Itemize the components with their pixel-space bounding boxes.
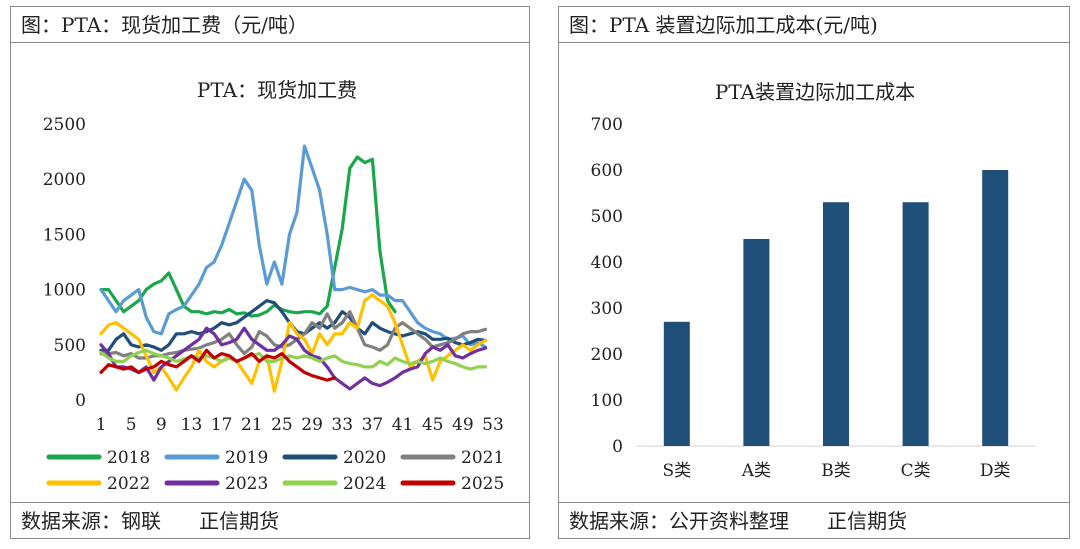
y-tick-label: 500: [591, 207, 623, 227]
right-panel-footer: 数据来源：公开资料整理 正信期货: [559, 502, 1069, 538]
legend-label: 2019: [225, 448, 268, 468]
legend-label: 2020: [343, 448, 386, 468]
line-chart: PTA：现货加工费 0 500 1000 1500 2000 2500 1 5 9 13 17 21 25…: [43, 78, 505, 494]
series-line-2018: [99, 155, 397, 318]
y-tick-label: 100: [591, 391, 623, 411]
bar-C类: [902, 202, 929, 446]
y-tick-label: 1000: [43, 281, 86, 301]
x-tick-label: 13: [181, 415, 203, 435]
x-tick-label: 25: [271, 415, 293, 435]
series-line-2021: [99, 310, 488, 360]
series-line-2025: [99, 348, 337, 382]
x-tick-label: 37: [362, 415, 384, 435]
left-panel-header: 图：PTA：现货加工费（元/吨）: [11, 7, 529, 43]
x-tick-label: 49: [452, 415, 474, 435]
x-tick-label: B类: [821, 461, 851, 481]
x-tick-label: 21: [241, 415, 263, 435]
y-tick-label: 700: [591, 115, 623, 135]
x-tick-label: 29: [301, 415, 323, 435]
x-tick-label: 41: [392, 415, 414, 435]
bar-B类: [823, 202, 849, 446]
right-panel-header: 图：PTA 装置边际加工成本(元/吨): [559, 7, 1069, 43]
y-tick-label: 200: [591, 345, 623, 365]
y-tick-label: 1500: [43, 225, 86, 245]
legend-label: 2024: [343, 474, 386, 494]
x-tick-label: 5: [126, 415, 137, 435]
bar-A类: [743, 239, 770, 446]
legend-label: 2021: [461, 448, 504, 468]
x-tick-label: 33: [331, 415, 353, 435]
bar-chart: PTA装置边际加工成本 0 100 200 300 400 500 600 700 S类 A类 B类 C…: [591, 80, 1035, 481]
left-panel: 图：PTA：现货加工费（元/吨） PTA：现货加工费 0 500 1000 1500 20…: [10, 6, 530, 539]
y-tick-label: 0: [75, 391, 86, 411]
x-tick-label: 17: [211, 415, 233, 435]
x-tick-label: 9: [156, 415, 167, 435]
y-tick-label: 500: [54, 336, 86, 356]
x-tick-label: 45: [422, 415, 444, 435]
y-tick-label: 2000: [43, 170, 86, 190]
y-tick-label: 600: [591, 161, 623, 181]
right-panel: 图：PTA 装置边际加工成本(元/吨) PTA装置边际加工成本 0 100 200 30…: [558, 6, 1070, 539]
series-line-2019: [99, 144, 488, 349]
y-tick-label: 0: [612, 437, 623, 457]
legend-label: 2025: [461, 474, 504, 494]
chart-title: PTA：现货加工费: [197, 78, 357, 102]
x-tick-label: C类: [901, 461, 931, 481]
legend-label: 2022: [107, 474, 150, 494]
chart-title: PTA装置边际加工成本: [715, 80, 915, 104]
x-tick-label: A类: [741, 461, 771, 481]
y-tick-label: 2500: [43, 115, 86, 135]
legend-label: 2023: [225, 474, 268, 494]
series-line-2024: [99, 348, 488, 371]
x-tick-label: 53: [482, 415, 504, 435]
left-panel-footer: 数据来源：钢联 正信期货: [11, 502, 529, 538]
bar-S类: [663, 321, 690, 446]
y-tick-label: 300: [591, 299, 623, 319]
bar-D类: [982, 170, 1009, 446]
x-tick-label: 1: [96, 415, 107, 435]
x-tick-label: D类: [980, 461, 1011, 481]
legend-label: 2018: [107, 448, 150, 468]
x-tick-label: S类: [662, 461, 691, 481]
y-tick-label: 400: [591, 253, 623, 273]
